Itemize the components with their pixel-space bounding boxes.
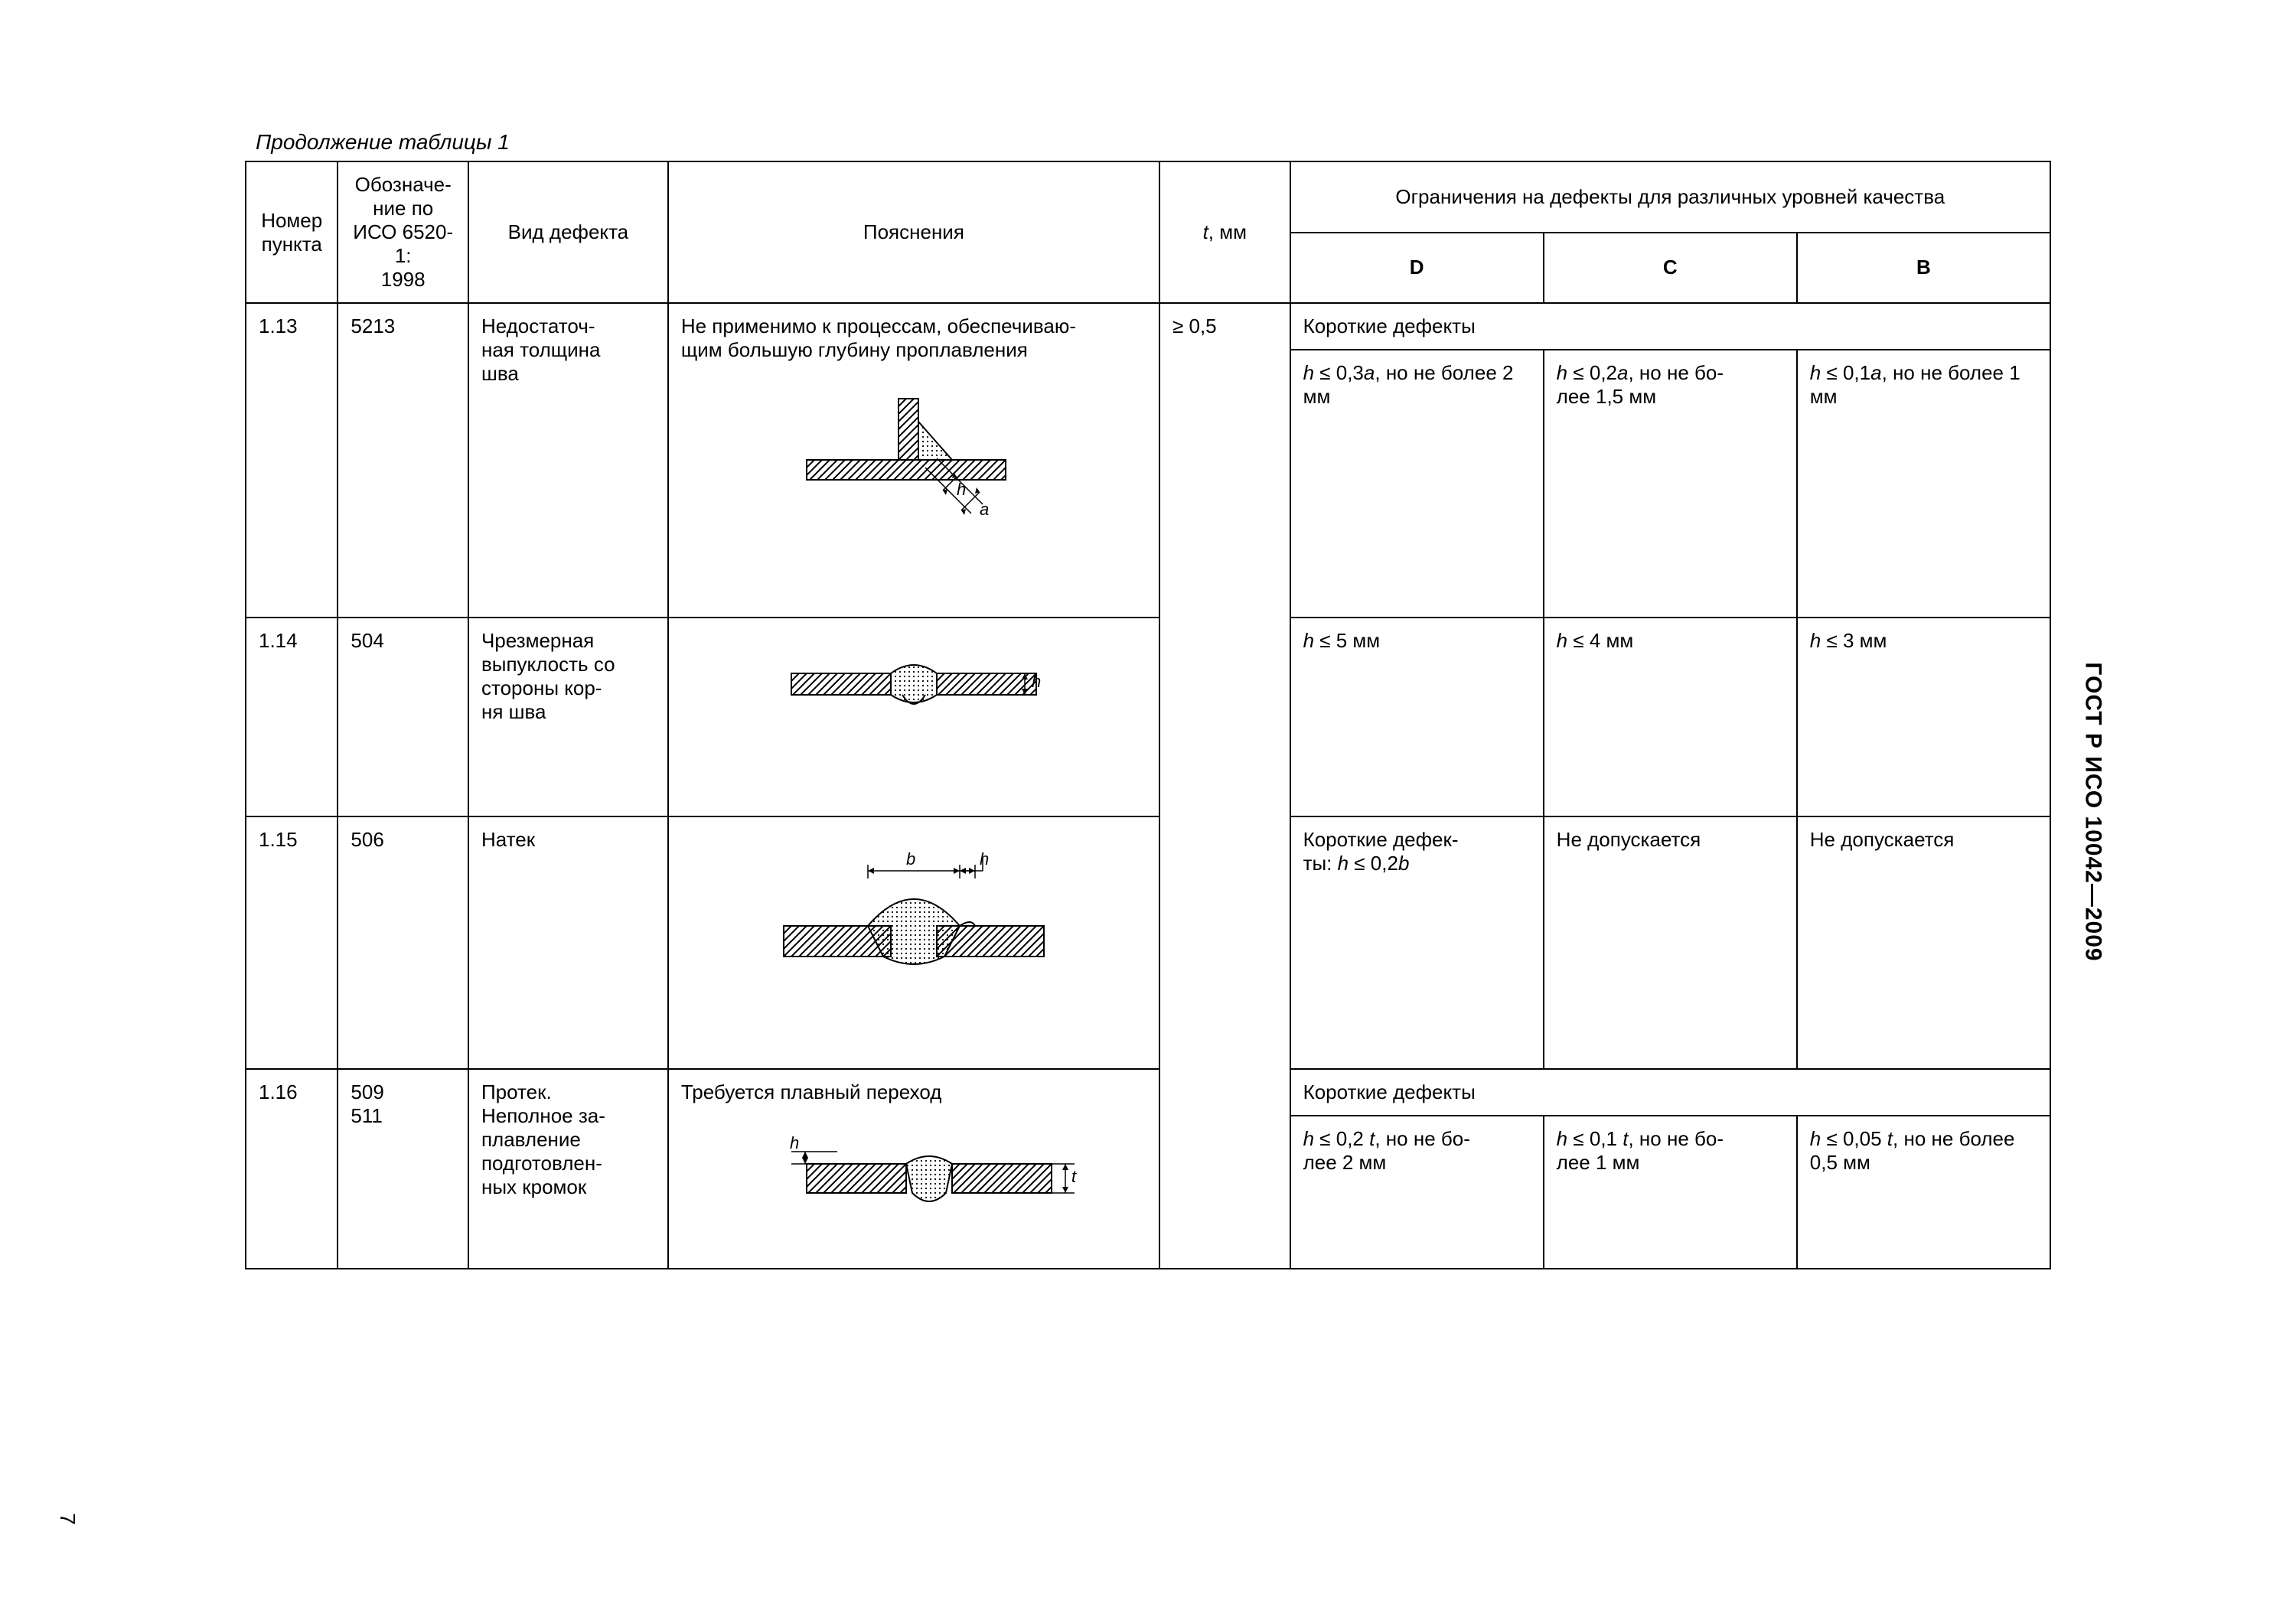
header-d: D [1290, 233, 1544, 304]
cell-c: h ≤ 4 мм [1544, 618, 1797, 816]
expl-text: Требуется плавный переход [681, 1080, 1146, 1104]
cell-b: h ≤ 3 мм [1797, 618, 2050, 816]
cell-b: h ≤ 0,1a, но не более 1 мм [1797, 350, 2050, 618]
cell-type: Протек. Неполное за- плавление подготовл… [468, 1069, 668, 1269]
cell-c: Не допускается [1544, 816, 1797, 1069]
cell-c: h ≤ 0,2a, но не бо-лее 1,5 мм [1544, 350, 1797, 618]
diagram-1-16: h t [681, 1118, 1146, 1225]
cell-b: h ≤ 0,05 t, но не более 0,5 мм [1797, 1116, 2050, 1269]
diagram-label-h: h [1032, 672, 1041, 691]
cell-d: h ≤ 0,2 t, но не бо-лее 2 мм [1290, 1116, 1544, 1269]
diagram-label-t: t [1071, 1167, 1077, 1186]
page: Продолжение таблицы 1 Номер пункта Обозн… [0, 0, 2296, 1623]
header-iso: Обозначе- ние по ИСО 6520-1: 1998 [338, 161, 468, 303]
header-c: C [1544, 233, 1797, 304]
table-row: 1.13 5213 Недостаточ- ная толщина шва Не… [246, 303, 2050, 350]
diagram-1-14: h [681, 643, 1146, 735]
cell-expl: b h [668, 816, 1159, 1069]
cell-num: 1.16 [246, 1069, 338, 1269]
cell-num: 1.14 [246, 618, 338, 816]
cell-type: Натек [468, 816, 668, 1069]
cell-iso: 506 [338, 816, 468, 1069]
expl-text: Не применимо к процессам, обеспечиваю- щ… [681, 314, 1146, 362]
diagram-label-h: h [790, 1133, 799, 1152]
cell-type: Чрезмерная выпуклость со стороны кор- ня… [468, 618, 668, 816]
diagram-label-h: h [980, 849, 989, 869]
diagram-label-b: b [906, 849, 915, 869]
cell-t: ≥ 0,5 [1159, 303, 1290, 1269]
cell-iso: 509 511 [338, 1069, 468, 1269]
header-num: Номер пункта [246, 161, 338, 303]
diagram-label-a: a [980, 500, 989, 519]
cell-expl: h [668, 618, 1159, 816]
cell-type: Недостаточ- ная толщина шва [468, 303, 668, 618]
cell-num: 1.15 [246, 816, 338, 1069]
table-row: 1.16 509 511 Протек. Неполное за- плавле… [246, 1069, 2050, 1116]
header-expl: Пояснения [668, 161, 1159, 303]
cell-d: h ≤ 5 мм [1290, 618, 1544, 816]
cell-short-defects: Короткие дефекты [1290, 303, 2050, 350]
cell-num: 1.13 [246, 303, 338, 618]
header-b: B [1797, 233, 2050, 304]
cell-iso: 504 [338, 618, 468, 816]
table-continuation-caption: Продолжение таблицы 1 [256, 130, 2051, 155]
cell-d: Короткие дефек-ты: h ≤ 0,2b [1290, 816, 1544, 1069]
cell-d: h ≤ 0,3a, но не более 2 мм [1290, 350, 1544, 618]
header-limits-group: Ограничения на дефекты для различных уро… [1290, 161, 2050, 233]
cell-short-defects: Короткие дефекты [1290, 1069, 2050, 1116]
header-type: Вид дефекта [468, 161, 668, 303]
cell-b: Не допускается [1797, 816, 2050, 1069]
defects-table: Номер пункта Обозначе- ние по ИСО 6520-1… [245, 161, 2051, 1269]
diagram-label-h: h [957, 480, 966, 499]
cell-c: h ≤ 0,1 t, но не бо-лее 1 мм [1544, 1116, 1797, 1269]
cell-expl: Не применимо к процессам, обеспечиваю- щ… [668, 303, 1159, 618]
cell-iso: 5213 [338, 303, 468, 618]
page-number: 7 [55, 1513, 80, 1525]
standard-code-side-label: ГОСТ Р ИСО 10042—2009 [2079, 662, 2105, 961]
table-row: 1.14 504 Чрезмерная выпуклость со сторон… [246, 618, 2050, 816]
cell-expl: Требуется плавный переход [668, 1069, 1159, 1269]
header-row-1: Номер пункта Обозначе- ние по ИСО 6520-1… [246, 161, 2050, 233]
diagram-1-15: b h [681, 842, 1146, 995]
table-row: 1.15 506 Натек [246, 816, 2050, 1069]
diagram-1-13: h a [681, 376, 1146, 544]
header-t: t, мм [1159, 161, 1290, 303]
